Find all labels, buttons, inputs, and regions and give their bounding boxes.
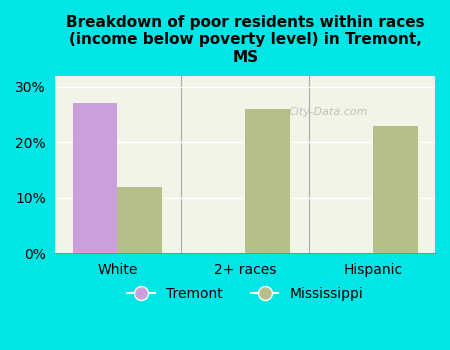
Text: City-Data.com: City-Data.com [289, 107, 369, 117]
Title: Breakdown of poor residents within races
(income below poverty level) in Tremont: Breakdown of poor residents within races… [66, 15, 424, 65]
Bar [117, 187, 162, 253]
Bar [245, 109, 290, 253]
Legend: Tremont, Mississippi: Tremont, Mississippi [122, 281, 369, 307]
Bar [73, 103, 117, 253]
Bar [373, 126, 418, 253]
